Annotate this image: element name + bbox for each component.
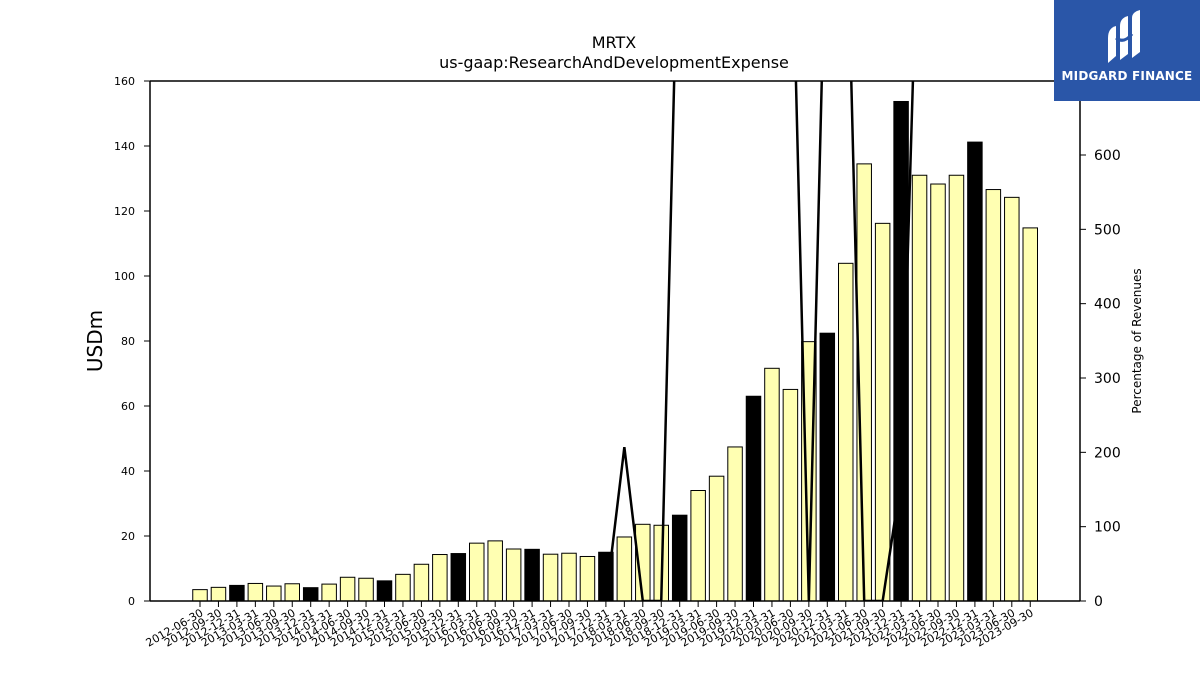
axes-group: 0 20 40 60 80 100 120 140 160 0 100 200 300 400 500 600… <box>83 75 1144 650</box>
bar-2020-12-31 <box>819 332 836 602</box>
y2-tick-label-400: 400 <box>1094 297 1121 313</box>
bar-2023-09-30 <box>1022 227 1038 602</box>
y2-tick-label-200: 200 <box>1094 445 1121 461</box>
bar-2022-12-31 <box>967 141 983 602</box>
bar-2016-03-31 <box>469 542 485 602</box>
y2-axis-label: Percentage of Revenues <box>1130 268 1144 413</box>
bar-2019-09-30 <box>727 446 743 602</box>
bar-2015-12-31 <box>450 553 467 602</box>
chart-subtitle: us-gaap:ResearchAndDevelopmentExpense <box>439 53 789 72</box>
bar-2018-12-31 <box>671 514 688 602</box>
y2-tick-label-300: 300 <box>1094 371 1121 387</box>
y-tick-label-40: 40 <box>121 465 135 478</box>
y2-tick-label-0: 0 <box>1094 594 1103 610</box>
bar-2017-03-31 <box>542 553 559 602</box>
bar-2014-06-30 <box>339 576 356 602</box>
bar-2023-06-30 <box>1004 196 1020 602</box>
bar-2021-12-31 <box>893 100 909 602</box>
bar-2022-09-30 <box>948 174 965 602</box>
bar-2020-03-31 <box>764 367 780 602</box>
chart-title: MRTX <box>591 33 637 52</box>
y-tick-label-80: 80 <box>121 335 135 348</box>
bar-2022-06-30 <box>930 183 946 602</box>
bar-2012-06-30 <box>192 589 208 602</box>
bar-2021-03-31 <box>838 262 854 602</box>
bar-2012-12-31 <box>229 584 245 602</box>
bar-2013-03-31 <box>247 582 264 602</box>
bar-2014-09-30 <box>358 577 374 602</box>
bar-2013-06-30 <box>266 585 282 602</box>
bar-2019-03-31 <box>690 490 706 602</box>
y-tick-label-160: 160 <box>114 75 135 88</box>
bar-2019-12-31 <box>745 395 762 602</box>
y2-tick-label-100: 100 <box>1094 520 1121 536</box>
bar-2019-06-30 <box>708 475 725 602</box>
bar-2012-09-30 <box>210 586 227 602</box>
bar-2014-12-31 <box>376 580 393 602</box>
bar-2014-03-31 <box>321 583 337 602</box>
y-tick-label-140: 140 <box>114 140 135 153</box>
y-tick-label-0: 0 <box>128 595 135 608</box>
y-tick-label-120: 120 <box>114 205 135 218</box>
bar-2015-03-31 <box>395 573 411 602</box>
midgard-finance-logo: MIDGARD FINANCE <box>1054 0 1200 101</box>
bar-2016-09-30 <box>505 548 522 602</box>
bars-group <box>192 100 1038 602</box>
bar-2021-09-30 <box>874 222 891 602</box>
bar-2016-12-31 <box>524 548 540 602</box>
bar-2015-06-30 <box>413 563 430 602</box>
line-layer <box>604 81 915 601</box>
y2-tick-label-600: 600 <box>1094 148 1121 164</box>
bar-2017-06-30 <box>561 552 577 602</box>
bar-2020-06-30 <box>782 388 799 602</box>
bar-2015-09-30 <box>432 554 448 602</box>
pct-revenues-line <box>604 81 915 601</box>
y2-tick-label-500: 500 <box>1094 222 1121 238</box>
bar-2013-12-31 <box>302 587 319 602</box>
bar-2018-03-31 <box>616 536 633 602</box>
y-tick-label-100: 100 <box>114 270 135 283</box>
y-axis-label: USDm <box>83 310 107 372</box>
bar-2013-09-30 <box>284 583 300 602</box>
bar-2017-09-30 <box>579 555 596 602</box>
bar-2023-03-31 <box>985 189 1002 602</box>
y-tick-label-20: 20 <box>121 530 135 543</box>
bar-2022-03-31 <box>911 174 928 602</box>
bar-2016-06-30 <box>487 540 503 602</box>
logo-text: MIDGARD FINANCE <box>1061 69 1193 83</box>
y-tick-label-60: 60 <box>121 400 135 413</box>
logo-mark-icon <box>1108 10 1140 63</box>
